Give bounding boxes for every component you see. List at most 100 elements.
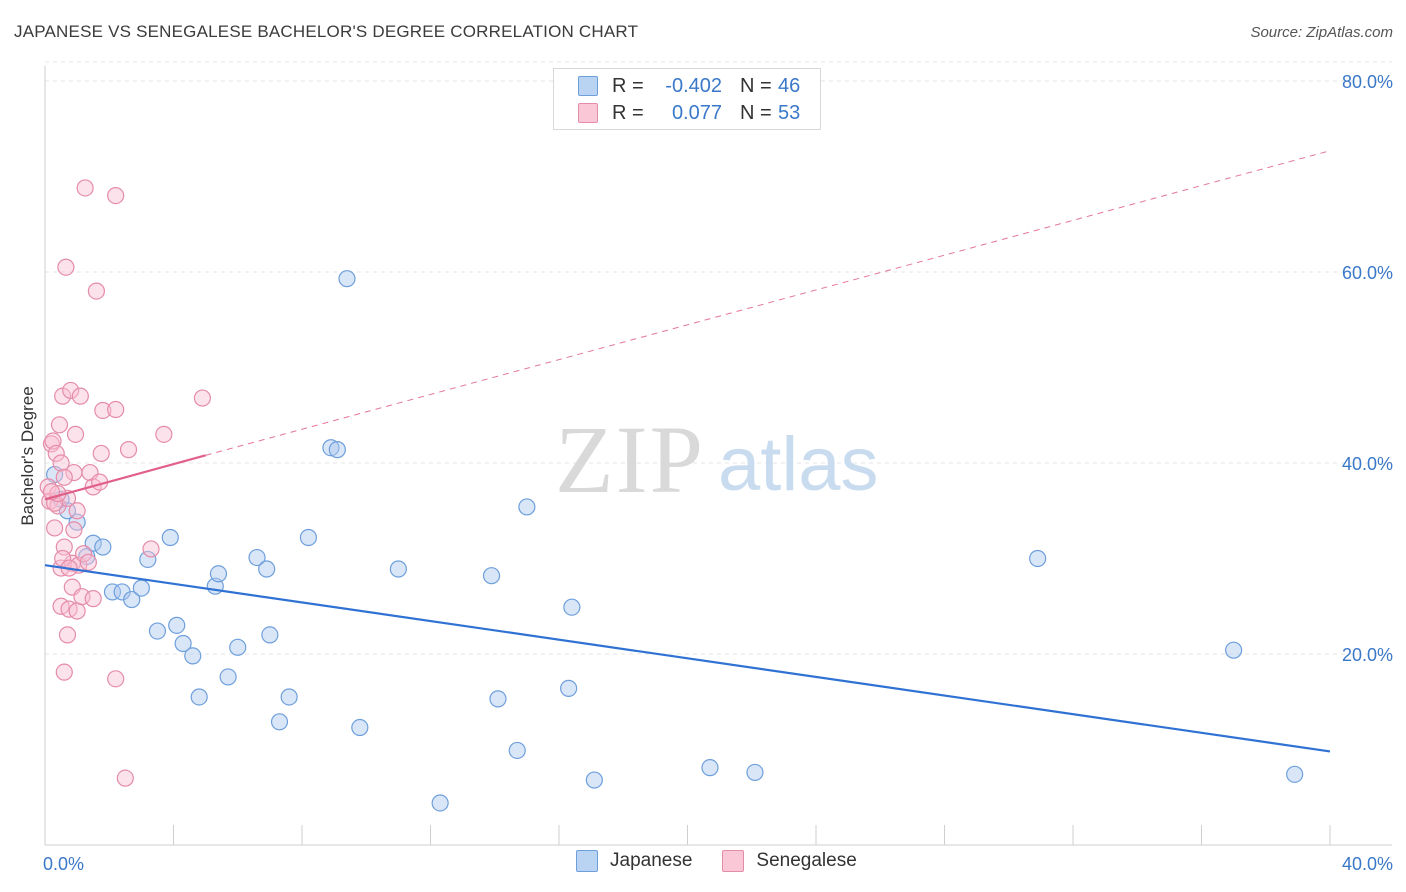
legend-n-label: N = — [740, 101, 772, 124]
japanese-point — [351, 718, 369, 737]
japanese-point — [585, 771, 603, 789]
senegalese-point — [92, 444, 110, 463]
japanese-point — [58, 502, 77, 520]
japanese-point — [1286, 765, 1304, 783]
series-legend-japanese[interactable]: Japanese — [576, 850, 692, 872]
japanese-point — [299, 528, 318, 547]
watermark-atlas: atlas — [718, 422, 879, 507]
legend-swatch-japanese — [578, 76, 598, 96]
japanese-point — [174, 634, 192, 653]
senegalese-point — [68, 502, 86, 520]
senegalese-point — [39, 478, 57, 496]
y-tick-label: 20.0% — [1342, 645, 1393, 665]
legend-r-label: R = — [612, 74, 644, 97]
japanese-point — [168, 616, 186, 634]
japanese-point — [508, 741, 526, 760]
senegalese-trend-line-dashed — [205, 150, 1331, 456]
japanese-point — [560, 679, 578, 697]
legend-n-value: 53 — [778, 101, 801, 124]
legend-row-japanese: R = -0.402 N = 46 — [578, 74, 800, 98]
y-tick-label: 60.0% — [1342, 263, 1393, 283]
japanese-point — [248, 548, 266, 567]
senegalese-point — [71, 387, 89, 405]
japanese-point — [148, 622, 167, 640]
y-axis-label: Bachelor's Degree — [18, 386, 37, 526]
senegalese-point — [107, 670, 125, 688]
y-tick-label: 80.0% — [1342, 72, 1393, 92]
senegalese-point — [116, 769, 134, 787]
senegalese-point — [55, 468, 73, 486]
senegalese-point — [142, 540, 160, 558]
x-tick-label: 40.0% — [1342, 854, 1393, 874]
x-tick-label: 0.0% — [43, 854, 84, 874]
japanese-point — [261, 626, 279, 644]
senegalese-point — [94, 401, 112, 420]
japanese-point — [338, 270, 356, 288]
japanese-point — [489, 690, 507, 708]
senegalese-point — [76, 179, 94, 197]
axis-layer — [44, 66, 1392, 846]
japanese-point — [482, 567, 501, 585]
japanese-trend-line-solid — [44, 564, 1331, 753]
japanese-point — [270, 713, 289, 731]
japanese-point — [139, 550, 157, 569]
japanese-point — [229, 638, 247, 656]
senegalese-point — [52, 454, 70, 472]
senegalese-point — [107, 400, 125, 419]
senegalese-point — [65, 521, 83, 539]
senegalese-point — [42, 435, 61, 453]
tick-labels: 20.0% 40.0% 60.0% 80.0% 0.0% 40.0% — [43, 72, 1393, 874]
grid-layer — [45, 61, 1392, 655]
senegalese-trend-line-solid — [44, 454, 206, 501]
legend-row-senegalese: R = 0.077 N = 53 — [578, 101, 800, 125]
senegalese-point — [87, 282, 106, 300]
series-label-japanese: Japanese — [610, 850, 693, 871]
japanese-point — [219, 668, 237, 686]
senegalese-point — [66, 425, 85, 443]
senegalese-point — [84, 590, 102, 608]
japanese-point — [161, 528, 179, 547]
series-label-senegalese: Senegalese — [756, 850, 857, 871]
japanese-point — [280, 688, 298, 706]
legend-n-value: 46 — [778, 74, 801, 97]
source-text: Source: ZipAtlas.com — [1250, 24, 1393, 41]
watermark-zip: ZIP — [555, 406, 705, 513]
legend-swatch-senegalese — [578, 103, 598, 123]
stats-legend: R = -0.402 N = 46 R = 0.077 N = 53 — [553, 68, 821, 130]
japanese-point — [103, 583, 122, 601]
japanese-point — [518, 498, 536, 516]
chart-title: JAPANESE VS SENEGALESE BACHELOR'S DEGREE… — [14, 22, 639, 41]
japanese-point — [746, 763, 764, 782]
senegalese-point — [46, 519, 64, 537]
japanese-point — [431, 794, 449, 812]
legend-r-label: R = — [612, 101, 644, 124]
senegalese-point — [79, 553, 97, 571]
watermark: ZIP atlas — [555, 406, 879, 513]
trend-lines — [44, 150, 1331, 753]
senegalese-point — [107, 187, 125, 205]
legend-n-label: N = — [740, 74, 772, 97]
senegalese-point — [50, 416, 69, 434]
senegalese-point — [47, 444, 65, 463]
japanese-point — [94, 538, 112, 556]
y-tick-label: 40.0% — [1342, 454, 1393, 474]
japanese-point — [190, 688, 208, 706]
senegalese-point — [74, 545, 93, 563]
series-swatch-japanese — [576, 850, 598, 872]
senegalese-point — [54, 549, 72, 568]
series-legend-senegalese[interactable]: Senegalese — [722, 850, 857, 872]
senegalese-point — [55, 663, 73, 681]
japanese-point — [209, 565, 228, 583]
japanese-point — [132, 579, 150, 597]
legend-r-value: 0.077 — [671, 101, 722, 124]
japanese-point — [258, 560, 276, 578]
senegalese-point — [62, 381, 80, 400]
senegalese-point — [58, 626, 77, 644]
legend-r-value: -0.402 — [665, 74, 722, 97]
japanese-point — [1029, 549, 1047, 568]
japanese-point — [184, 647, 202, 665]
japanese-point — [701, 759, 719, 777]
japanese-point — [389, 560, 407, 578]
series-legend: Japanese Senegalese — [576, 850, 887, 872]
japanese-point — [322, 439, 340, 457]
